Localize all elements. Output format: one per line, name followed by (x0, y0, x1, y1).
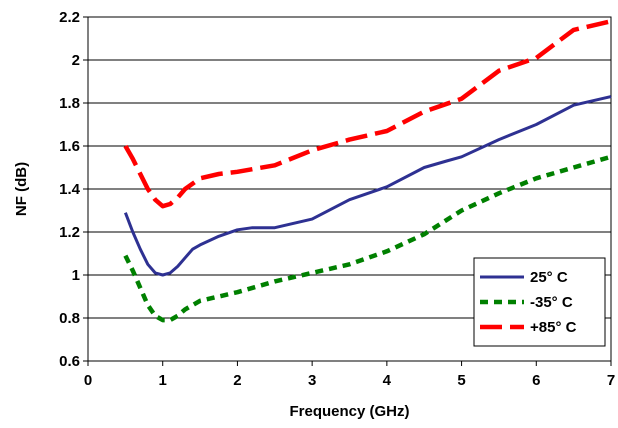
y-tick-label: 1.2 (59, 224, 80, 241)
y-tick-label: 0.8 (59, 310, 80, 327)
legend-label-1: 25° C (530, 269, 568, 286)
x-axis-title: Frequency (GHz) (289, 403, 409, 420)
y-tick-label: 2.2 (59, 9, 80, 26)
legend-label-3: +85° C (530, 319, 577, 336)
x-tick-label: 1 (159, 372, 167, 389)
y-tick-label: 0.6 (59, 353, 80, 370)
y-tick-label: 1 (72, 267, 80, 284)
legend-label-2: -35° C (530, 294, 573, 311)
x-tick-label: 6 (532, 372, 540, 389)
series-lines (123, 19, 612, 323)
x-tick-label: 4 (383, 372, 392, 389)
x-tick-label: 2 (233, 372, 241, 389)
series-line-2 (123, 154, 612, 323)
x-tick-label: 7 (607, 372, 615, 389)
series-line-1 (123, 95, 612, 277)
gridlines (88, 16, 611, 319)
y-tick-label: 1.4 (59, 181, 81, 198)
y-tick-label: 2 (72, 52, 80, 69)
y-tick-label: 1.6 (59, 138, 80, 155)
legend: 25° C -35° C +85° C (473, 257, 606, 347)
x-tick-label: 0 (84, 372, 92, 389)
x-axis-ticks: 0 1 2 3 4 5 6 7 (84, 361, 615, 389)
y-axis-ticks: 0.6 0.8 1 1.2 1.4 1.6 1.8 2 2.2 (59, 9, 88, 370)
x-tick-label: 5 (457, 372, 465, 389)
y-tick-label: 1.8 (59, 95, 80, 112)
x-tick-label: 3 (308, 372, 316, 389)
y-axis-title: NF (dB) (13, 162, 30, 216)
